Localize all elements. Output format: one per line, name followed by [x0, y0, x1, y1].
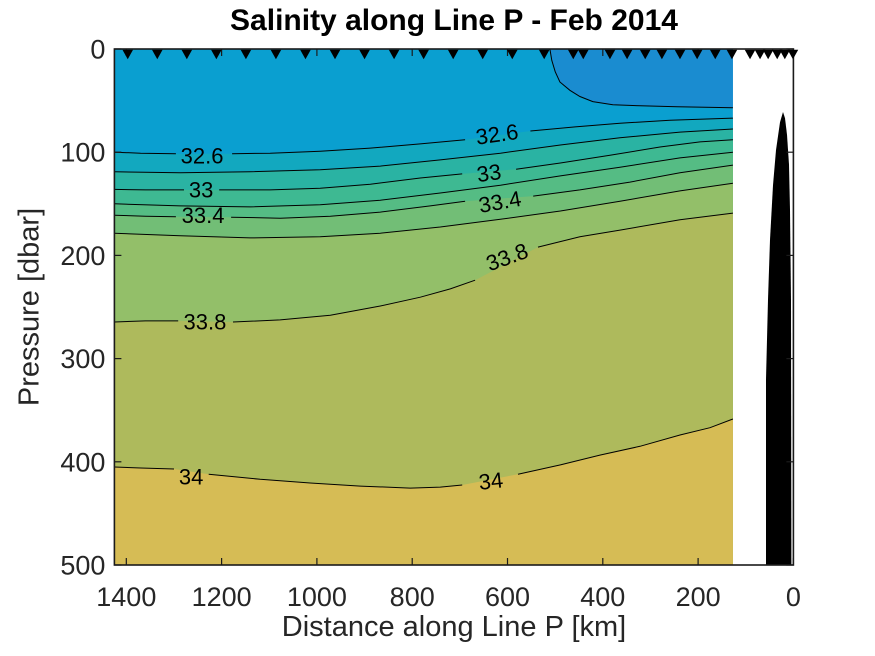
contour-line-33: [516, 139, 733, 170]
contour-line-34: [114, 466, 175, 470]
station-marker: [151, 49, 163, 60]
station-marker: [447, 49, 459, 60]
contour-line-33.8: [537, 212, 733, 248]
x-axis-label: Distance along Line P [km]: [281, 611, 627, 643]
station-marker: [270, 49, 282, 60]
station-marker: [691, 49, 703, 60]
contour-label-33: 33: [475, 159, 503, 187]
contour-line-33.4: [114, 214, 176, 218]
station-marker: [181, 49, 193, 60]
station-marker: [726, 49, 738, 60]
station-marker: [656, 49, 668, 60]
y-tick-label: 400: [60, 447, 105, 477]
y-tick-label: 100: [60, 138, 105, 168]
contour-line-32.8: [114, 128, 733, 174]
station-marker: [122, 49, 134, 60]
station-marker: [674, 49, 686, 60]
contour-line-33: [114, 188, 184, 191]
bathymetry-silhouette: [766, 112, 792, 565]
station-marker: [211, 49, 222, 60]
station-marker: [639, 49, 651, 60]
station-marker: [388, 49, 400, 60]
contour-line-34: [208, 473, 463, 489]
station-marker: [754, 49, 766, 60]
band-below-32-4: [549, 49, 733, 108]
contour-line-32.6: [114, 151, 176, 155]
contour-line-33.8: [232, 279, 476, 323]
contour-label-34: 34: [179, 464, 203, 489]
x-tick-label: 1200: [192, 582, 252, 612]
contour-label-33.8: 33.8: [184, 310, 227, 335]
contour-line-33: [219, 173, 463, 191]
contour-label-32.6: 32.6: [474, 119, 520, 150]
station-marker: [621, 49, 633, 60]
contour-line-33.4: [231, 200, 466, 219]
chart-title: Salinity along Line P - Feb 2014: [230, 4, 678, 37]
station-marker: [762, 49, 774, 60]
axes-box: [113, 48, 795, 566]
station-marker: [506, 49, 518, 60]
band--34.0: [114, 419, 733, 565]
station-marker: [709, 49, 721, 60]
contour-line-33.4: [533, 164, 733, 197]
station-marker: [240, 49, 252, 60]
station-marker: [477, 49, 489, 60]
station-marker: [771, 49, 783, 60]
x-tick-label: 1000: [287, 582, 347, 612]
y-tick-label: 0: [90, 34, 105, 64]
contour-label-32.6: 32.6: [181, 144, 224, 169]
station-marker: [418, 49, 429, 60]
contour-line-33.8: [114, 320, 179, 323]
contour-line-33.2: [114, 151, 733, 208]
contour-line-33.6: [114, 182, 733, 239]
x-tick-label: 200: [676, 582, 721, 612]
x-tick-label: 400: [580, 582, 625, 612]
station-marker: [359, 49, 370, 60]
contour-line-34: [517, 418, 734, 475]
contour-label-33.4: 33.4: [182, 203, 225, 228]
station-marker: [779, 49, 791, 60]
station-marker: [567, 49, 579, 60]
contour-line-32.6: [530, 117, 733, 132]
x-tick-label: 0: [786, 582, 801, 612]
contour-label-34: 34: [477, 467, 504, 494]
x-tick-label: 600: [485, 582, 530, 612]
station-marker: [577, 49, 589, 60]
y-tick-label: 300: [60, 344, 105, 374]
station-marker: [300, 49, 311, 60]
x-tick-label: 800: [390, 582, 435, 612]
contour-label-33: 33: [189, 178, 213, 203]
station-marker: [538, 49, 550, 60]
station-marker: [787, 49, 799, 60]
station-marker: [744, 49, 756, 60]
contour-line-32.6: [232, 139, 466, 155]
y-tick-label: 500: [60, 550, 105, 580]
station-marker: [329, 49, 341, 60]
contour-line-32.4: [549, 48, 733, 109]
x-tick-label: 1400: [96, 582, 156, 612]
y-tick-label: 200: [60, 241, 105, 271]
station-marker: [604, 49, 616, 60]
